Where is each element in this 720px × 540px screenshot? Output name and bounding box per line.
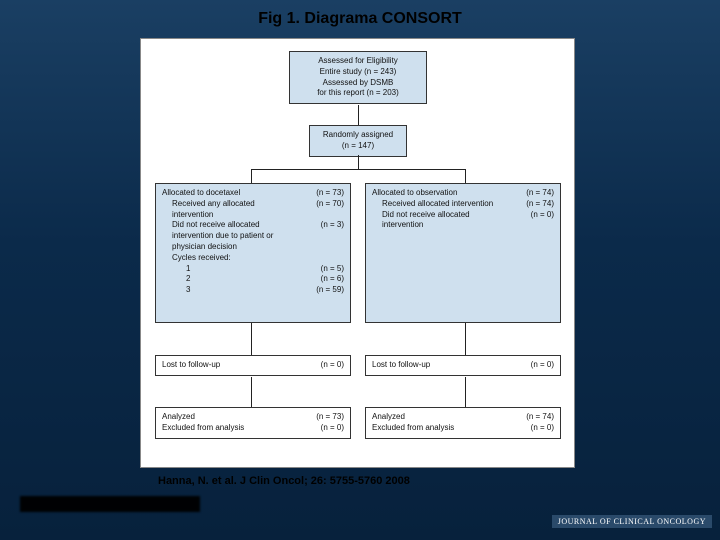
randomized-label: Randomly assigned [316, 130, 400, 141]
node-alloc-left: Allocated to docetaxel(n = 73) Received … [155, 183, 351, 323]
node-follow-right: Lost to follow-up(n = 0) [365, 355, 561, 376]
eligibility-line3: Assessed by DSMB [296, 78, 420, 89]
edge [251, 323, 252, 355]
edge [358, 155, 359, 169]
node-randomized: Randomly assigned (n = 147) [309, 125, 407, 157]
redaction-smudge [20, 496, 200, 512]
randomized-n: (n = 147) [316, 141, 400, 152]
eligibility-line4: for this report (n = 203) [296, 88, 420, 99]
node-eligibility: Assessed for Eligibility Entire study (n… [289, 51, 427, 104]
citation: Hanna, N. et al. J Clin Oncol; 26: 5755-… [158, 475, 410, 487]
edge [358, 105, 359, 125]
edge [465, 323, 466, 355]
node-analyze-right: Analyzed(n = 74) Excluded from analysis(… [365, 407, 561, 439]
figure-title: Fig 1. Diagrama CONSORT [0, 10, 720, 28]
edge [251, 377, 252, 407]
edge [465, 169, 466, 183]
eligibility-line2: Entire study (n = 243) [296, 67, 420, 78]
edge [251, 169, 252, 183]
node-follow-left: Lost to follow-up(n = 0) [155, 355, 351, 376]
eligibility-line1: Assessed for Eligibility [296, 56, 420, 67]
consort-diagram: Assessed for Eligibility Entire study (n… [140, 38, 575, 468]
slide: Fig 1. Diagrama CONSORT Assessed for Eli… [0, 0, 720, 540]
journal-logo: JOURNAL OF CLINICAL ONCOLOGY [552, 515, 712, 528]
edge [465, 377, 466, 407]
node-alloc-right: Allocated to observation(n = 74) Receive… [365, 183, 561, 323]
edge [251, 169, 466, 170]
node-analyze-left: Analyzed(n = 73) Excluded from analysis(… [155, 407, 351, 439]
